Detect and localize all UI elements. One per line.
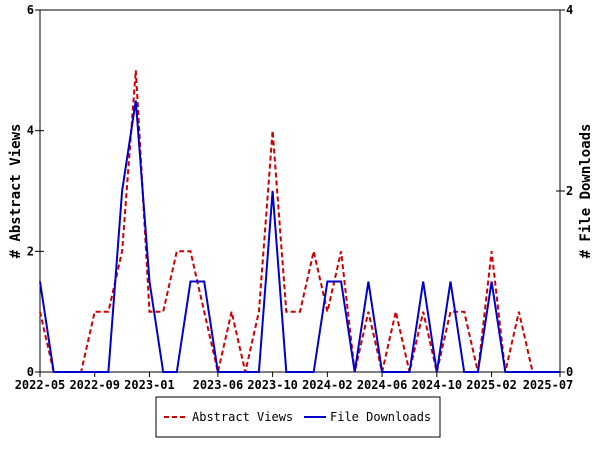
legend-box — [155, 396, 441, 438]
left-tick-label: 4 — [27, 124, 34, 138]
right-axis-title: # File Downloads — [578, 124, 594, 259]
right-tick-label: 4 — [566, 3, 573, 17]
x-tick-label: 2023-10 — [247, 378, 298, 392]
legend: Abstract Views File Downloads — [155, 396, 441, 438]
x-tick-label: 2024-02 — [302, 378, 353, 392]
tick-labels: 0 2 4 6 0 2 4 2022-05 2022-09 2023-01 2023-06 2023-… — [15, 3, 574, 392]
x-tick-label: 2024-06 — [357, 378, 408, 392]
x-tick-label: 2022-05 — [15, 378, 66, 392]
left-tick-label: 6 — [27, 3, 34, 17]
x-tick-label: 2024-10 — [412, 378, 463, 392]
left-tick-label: 0 — [27, 365, 34, 379]
right-tick-label: 0 — [566, 365, 573, 379]
legend-label-abstract-views: Abstract Views — [192, 410, 293, 424]
left-axis-title: # Abstract Views — [8, 124, 24, 259]
x-tick-label: 2022-09 — [69, 378, 120, 392]
legend-label-file-downloads: File Downloads — [330, 410, 431, 424]
x-tick-label: 2025-07 — [523, 378, 574, 392]
x-tick-label: 2023-06 — [193, 378, 244, 392]
series-line-abstract-views — [39, 70, 560, 373]
series-line-file-downloads — [39, 100, 560, 373]
left-tick-label: 2 — [27, 244, 34, 258]
x-tick-label: 2023-01 — [124, 378, 175, 392]
x-tick-label: 2025-02 — [466, 378, 517, 392]
axis-ticks — [35, 9, 565, 377]
series-layer — [39, 70, 560, 373]
plot-area — [39, 9, 561, 373]
right-tick-label: 2 — [566, 184, 573, 198]
